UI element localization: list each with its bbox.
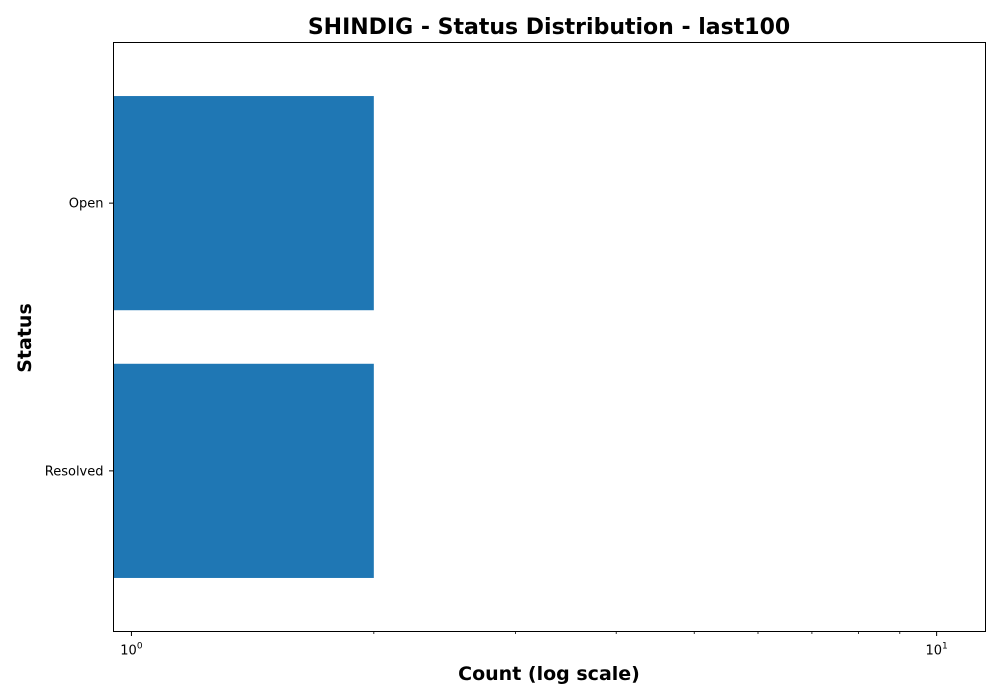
y-axis-ticks: Open Resolved <box>45 197 114 479</box>
bar-resolved <box>113 363 374 578</box>
y-axis-label: Status <box>14 303 36 373</box>
y-tick-label: Resolved <box>45 464 104 479</box>
chart-title: SHINDIG - Status Distribution - last100 <box>308 15 790 40</box>
plot-frame <box>113 42 986 632</box>
x-tick-label: 100 <box>120 642 143 659</box>
x-tick-label: 101 <box>925 642 947 659</box>
x-axis-ticks: 100 101 <box>120 631 948 659</box>
y-tick-label: Open <box>69 197 104 212</box>
bars-group <box>113 96 374 578</box>
bar-open <box>113 96 374 311</box>
x-axis-label: Count (log scale) <box>458 663 640 685</box>
